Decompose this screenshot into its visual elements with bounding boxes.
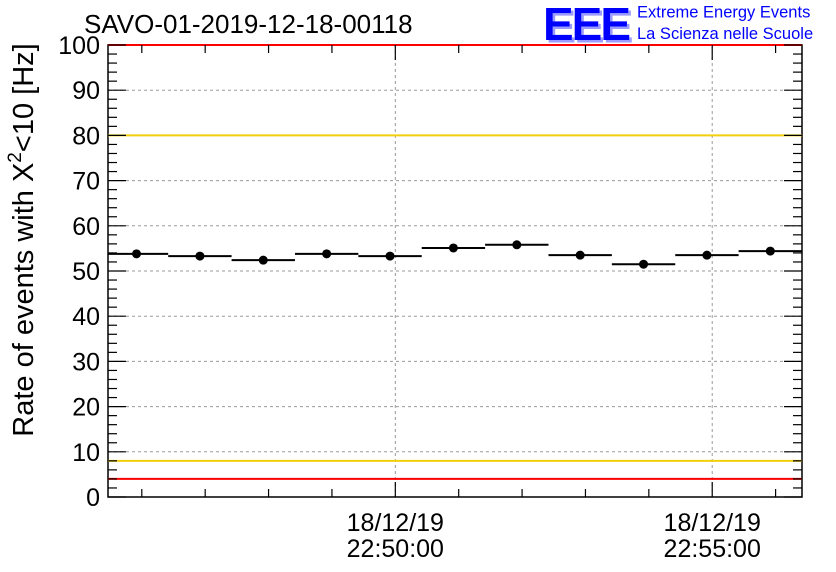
- data-point-9: [639, 259, 649, 269]
- x-tick-label-time-2: 22:55:00: [664, 535, 761, 563]
- x-tick-label-date-2: 18/12/19: [664, 509, 761, 537]
- y-tick-label-50: 50: [72, 258, 100, 286]
- data-point-7: [512, 240, 522, 250]
- y-axis-label-rest: <10 [Hz]: [8, 43, 40, 152]
- axis-ticks: [108, 44, 802, 498]
- y-tick-labels: 0 10 20 30 40 50 60 70 80 90 100: [58, 32, 100, 512]
- y-tick-label-80: 80: [72, 122, 100, 150]
- y-tick-label-90: 90: [72, 77, 100, 105]
- y-tick-label-100: 100: [58, 32, 100, 60]
- data-point-1: [132, 249, 142, 259]
- reference-lines: [108, 44, 802, 480]
- data-point-2: [195, 251, 205, 261]
- y-tick-label-40: 40: [72, 303, 100, 331]
- chart-title: SAVO-01-2019-12-18-00118: [84, 9, 413, 39]
- data-points: [132, 240, 775, 269]
- y-tick-label-20: 20: [72, 394, 100, 422]
- y-tick-label-10: 10: [72, 439, 100, 467]
- y-tick-label-70: 70: [72, 168, 100, 196]
- y-axis-label: Rate of events with X2<10 [Hz]: [5, 43, 40, 436]
- y-tick-label-60: 60: [72, 213, 100, 241]
- logo-line-la-scienza-nelle-scuole: La Scienza nelle Scuole: [637, 25, 813, 43]
- y-axis-label-superscript: 2: [5, 152, 26, 163]
- data-point-5: [385, 251, 395, 261]
- y-tick-label-0: 0: [86, 484, 100, 512]
- y-axis-label-main: Rate of events with X: [8, 163, 40, 437]
- data-point-6: [448, 243, 458, 253]
- x-tick-label-date-1: 18/12/19: [347, 509, 444, 537]
- data-point-8: [575, 250, 585, 260]
- data-point-4: [322, 249, 332, 259]
- x-tick-label-time-1: 22:50:00: [347, 535, 444, 563]
- eee-logo-mark: EEE: [543, 0, 629, 50]
- data-point-11: [765, 246, 775, 256]
- logo-line-extreme-energy-events: Extreme Energy Events: [637, 4, 810, 22]
- data-point-10: [702, 250, 712, 260]
- data-point-3: [258, 255, 268, 265]
- eee-logo: EEE Extreme Energy Events La Scienza nel…: [543, 0, 813, 50]
- y-tick-label-30: 30: [72, 348, 100, 376]
